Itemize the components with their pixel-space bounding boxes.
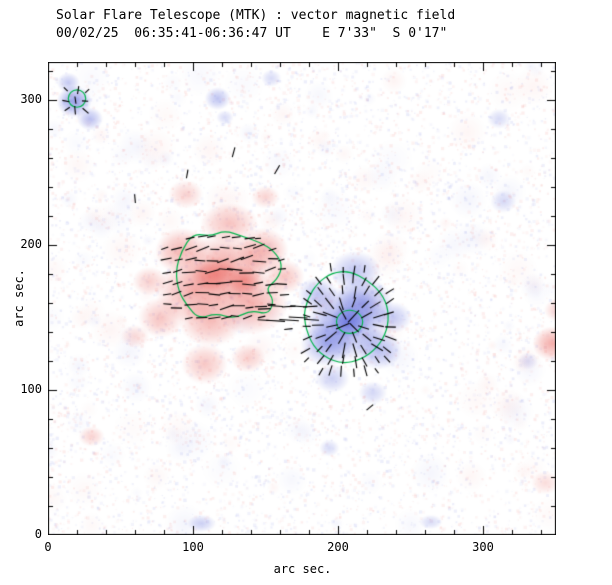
x-tick-label: 0: [44, 540, 52, 554]
x-tick-label: 200: [327, 540, 349, 554]
plot-subtitle: 00/02/25 06:35:41-06:36:47 UT E 7'33" S …: [56, 26, 448, 41]
plot-title: Solar Flare Telescope (MTK) : vector mag…: [56, 8, 456, 23]
y-axis-label: arc sec.: [12, 269, 26, 327]
y-tick-label: 300: [20, 92, 42, 106]
y-tick-label: 0: [34, 527, 42, 541]
y-tick-label: 200: [20, 237, 42, 251]
x-tick-label: 100: [182, 540, 204, 554]
x-axis-label: arc sec.: [273, 562, 332, 576]
magnetogram-plot: [48, 62, 556, 535]
x-tick-label: 300: [472, 540, 494, 554]
y-tick-label: 100: [20, 382, 42, 396]
